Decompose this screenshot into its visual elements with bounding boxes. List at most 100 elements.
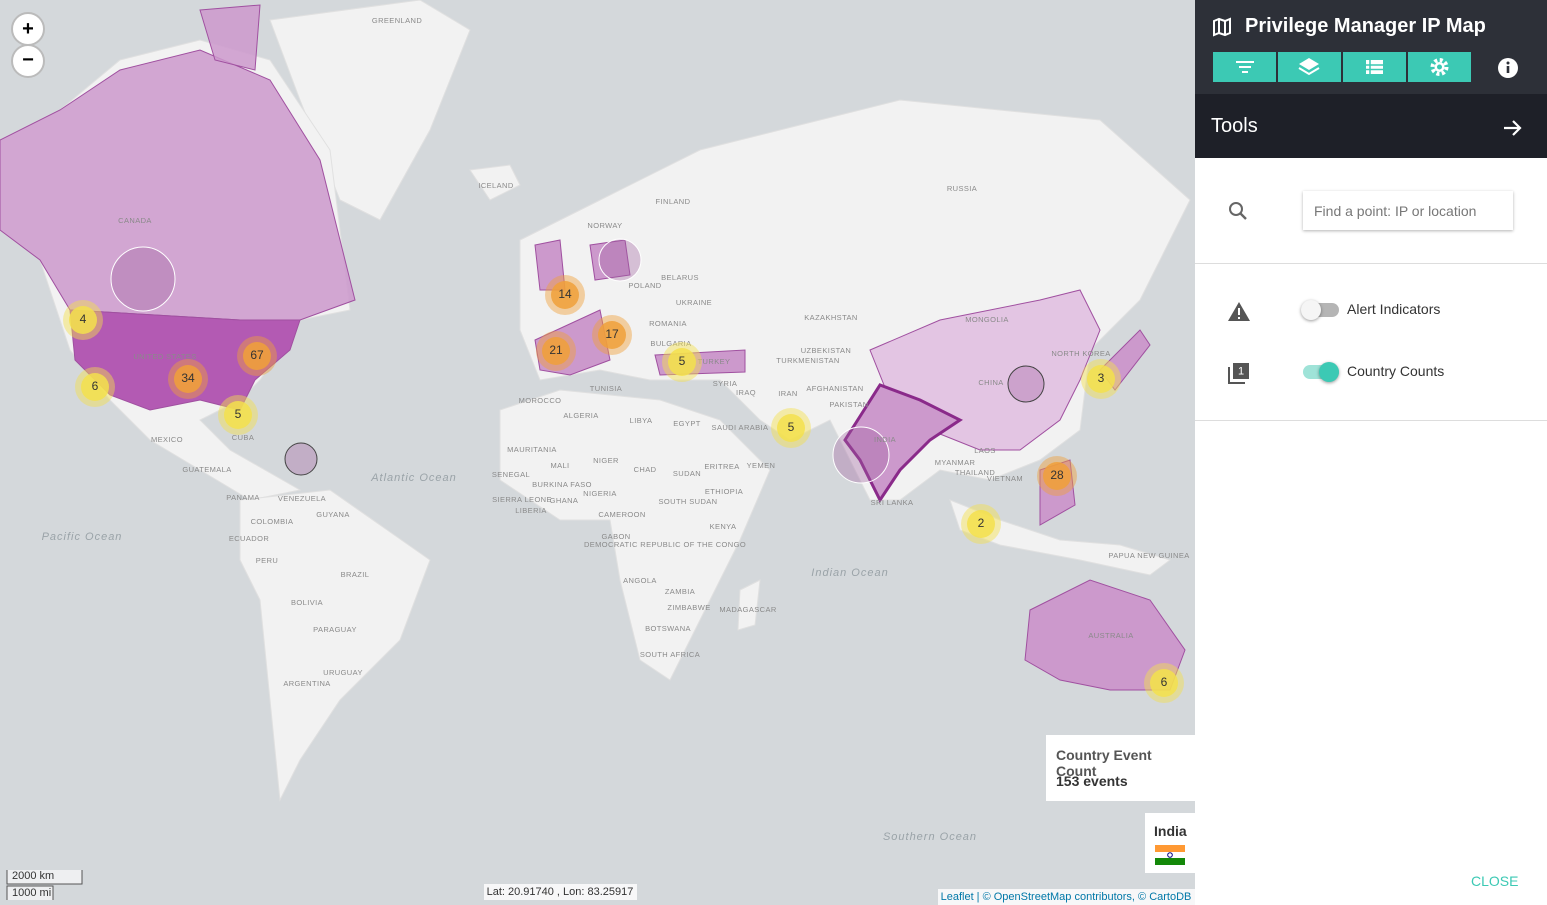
legend-title: Country Event Count [1056,747,1152,779]
info-button[interactable] [1497,57,1519,79]
country-label: MONGOLIA [965,315,1009,324]
list-button[interactable] [1343,52,1406,82]
country-label: ZIMBABWE [667,603,710,612]
country-label: INDIA [874,435,896,444]
cluster-marker[interactable]: 34 [168,359,208,399]
cluster-marker[interactable]: 6 [75,367,115,407]
cluster-count: 5 [235,407,242,421]
country-label: KAZAKHSTAN [804,313,857,322]
zoom-out[interactable]: − [11,44,45,78]
country-label: VENEZUELA [278,494,326,503]
country-label: DEMOCRATIC REPUBLIC OF THE CONGO [584,540,746,549]
cluster-core [1087,365,1115,393]
country-label: LIBYA [630,416,653,425]
country-label: PERU [256,556,278,565]
cluster-count: 4 [80,312,87,326]
cluster-core [1150,669,1178,697]
cluster-core [598,321,626,349]
cluster-count: 14 [558,287,572,301]
attribution[interactable]: Leaflet | © OpenStreetMap contributors, … [941,891,1192,903]
search-placeholder: Find a point: IP or location [1314,203,1477,219]
country-label: TURKEY [698,357,731,366]
cluster-core [81,373,109,401]
country-label: RUSSIA [947,184,977,193]
coordinates: Lat: 20.91740 , Lon: 83.25917 [487,886,634,898]
country-label: CHAD [634,465,657,474]
legend: Country Event Count 153 events [1046,735,1195,801]
country-label: ZAMBIA [665,587,695,596]
country-label: SOUTH AFRICA [640,650,700,659]
country-label: SYRIA [713,379,738,388]
cluster-core [551,281,579,309]
filter-button[interactable] [1213,52,1276,82]
country-label: MEXICO [151,435,183,444]
map[interactable]: GREENLAND ICELAND CANADA UNITED STATES MEXIC… [0,0,1195,905]
collapse-button[interactable] [1501,117,1523,139]
country-label: UKRAINE [676,298,712,307]
cluster-marker[interactable]: 6 [1144,663,1184,703]
search-input[interactable]: Find a point: IP or location [1303,191,1513,230]
country-label: LIBERIA [515,506,547,515]
cluster-core [69,306,97,334]
cluster-marker[interactable]: 2 [961,504,1001,544]
country-label: MALI [550,461,569,470]
country-label: CUBA [232,433,254,442]
country-label: ARGENTINA [283,679,330,688]
country-label: ICELAND [478,181,513,190]
country-label: BOTSWANA [645,624,691,633]
country-label: AFGHANISTAN [806,384,863,393]
country-label: NIGER [593,456,619,465]
country-label: BELARUS [661,273,699,282]
country-label: TURKMENISTAN [776,356,839,365]
toggle-switch[interactable] [1303,362,1339,382]
flag [1155,845,1185,865]
cluster-marker[interactable]: 28 [1037,456,1077,496]
country-label: URUGUAY [323,668,363,677]
cluster-count: 5 [679,354,686,368]
attribution-box [938,889,1195,905]
ocean-label: Pacific Ocean [42,531,123,543]
country-label: ANGOLA [623,576,657,585]
search-icon [1229,202,1247,220]
cluster-marker[interactable]: 21 [536,331,576,371]
cluster-marker[interactable]: 3 [1081,359,1121,399]
country-label: TUNISIA [590,384,622,393]
country-label: IRAQ [736,388,756,397]
country-label: BOLIVIA [291,598,323,607]
cluster-core [668,348,696,376]
cluster-marker[interactable]: 17 [592,315,632,355]
cluster-marker[interactable]: 5 [662,342,702,382]
cluster-count: 34 [181,371,195,385]
country-label: COLOMBIA [251,517,294,526]
country-label: MYANMAR [935,458,976,467]
highlighted-countries [0,4,1186,691]
country-label: SUDAN [673,469,701,478]
cluster-core [243,342,271,370]
cluster-marker[interactable]: 67 [237,336,277,376]
cluster-marker[interactable]: 4 [63,300,103,340]
cluster-marker[interactable]: 5 [771,408,811,448]
hover-country-name: India [1154,823,1187,839]
cluster-count: 67 [250,348,264,362]
tools-bar: Tools [1195,94,1547,158]
country-label: BULGARIA [650,339,691,348]
country-label: SENEGAL [492,470,530,479]
scale-km: 2000 km [12,870,54,882]
toggle-knob [1319,362,1339,382]
country-label: ALGERIA [563,411,598,420]
cluster-marker[interactable]: 5 [218,395,258,435]
country-label: PARAGUAY [313,625,357,634]
panel-header: Privilege Manager IP Map [1195,0,1547,94]
country-label: CHINA [978,378,1003,387]
country-label: PAPUA NEW GUINEA [1108,551,1189,560]
toggle-knob [1301,300,1321,320]
country-label: CAMEROON [598,510,645,519]
layers-button[interactable] [1278,52,1341,82]
toggle-switch[interactable] [1301,300,1339,320]
zoom-in[interactable]: + [11,12,45,46]
country-label: ERITREA [704,462,739,471]
close-button[interactable]: CLOSE [1471,873,1519,889]
settings-button[interactable] [1408,52,1471,82]
cluster-marker[interactable]: 14 [545,275,585,315]
